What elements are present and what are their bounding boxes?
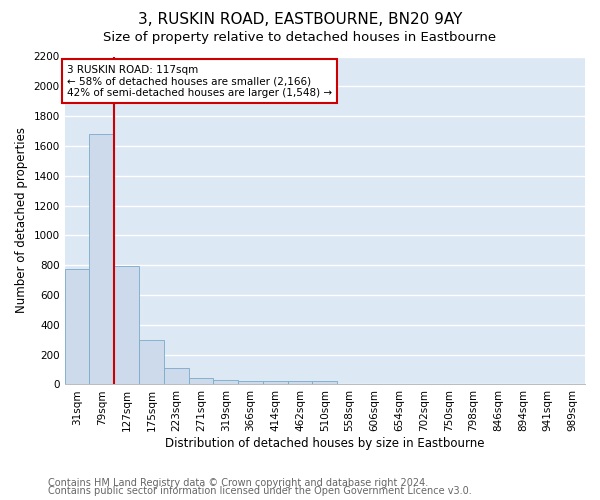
Text: 3, RUSKIN ROAD, EASTBOURNE, BN20 9AY: 3, RUSKIN ROAD, EASTBOURNE, BN20 9AY (138, 12, 462, 28)
Y-axis label: Number of detached properties: Number of detached properties (15, 128, 28, 314)
Text: Size of property relative to detached houses in Eastbourne: Size of property relative to detached ho… (103, 31, 497, 44)
Text: Contains HM Land Registry data © Crown copyright and database right 2024.: Contains HM Land Registry data © Crown c… (48, 478, 428, 488)
Bar (287, 382, 313, 384)
Text: 3 RUSKIN ROAD: 117sqm
← 58% of detached houses are smaller (2,166)
42% of semi-d: 3 RUSKIN ROAD: 117sqm ← 58% of detached … (67, 64, 332, 98)
Bar (214, 380, 238, 384)
Text: Contains public sector information licensed under the Open Government Licence v3: Contains public sector information licen… (48, 486, 472, 496)
Bar (313, 380, 337, 384)
X-axis label: Distribution of detached houses by size in Eastbourne: Distribution of detached houses by size … (165, 437, 485, 450)
Bar (164, 368, 188, 384)
Bar (89, 134, 114, 384)
Bar (139, 340, 164, 384)
Bar (114, 266, 139, 384)
Bar (238, 381, 263, 384)
Bar (188, 378, 214, 384)
Bar (65, 269, 89, 384)
Bar (263, 382, 287, 384)
